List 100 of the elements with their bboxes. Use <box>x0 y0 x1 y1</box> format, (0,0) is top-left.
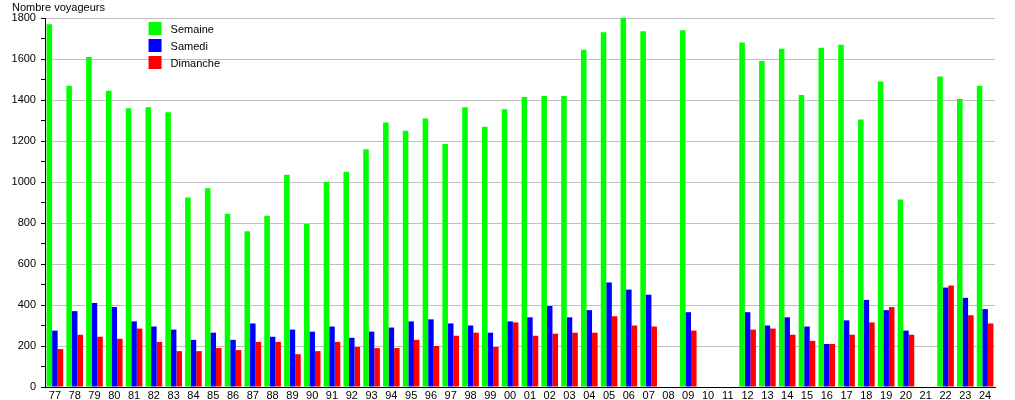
x-tick-label: 83 <box>167 388 180 400</box>
bar <box>863 299 870 387</box>
bar <box>561 95 567 387</box>
bar <box>453 335 460 387</box>
bar <box>105 90 112 387</box>
bar <box>521 96 528 387</box>
bar <box>374 348 380 387</box>
bar <box>46 24 53 387</box>
bar <box>275 341 281 387</box>
bar <box>784 317 790 387</box>
bar <box>165 112 171 387</box>
bar <box>501 109 508 387</box>
bar <box>691 330 697 387</box>
bar <box>334 341 341 387</box>
bar <box>739 42 745 387</box>
x-tick-label: 02 <box>543 388 556 400</box>
x-tick-label: 95 <box>405 388 418 400</box>
x-tick-label: 87 <box>246 388 259 400</box>
x-tick-label: 96 <box>424 388 438 400</box>
bar <box>442 144 448 387</box>
bar <box>413 339 420 387</box>
x-tick-label: 80 <box>108 388 121 400</box>
bar <box>368 331 375 387</box>
x-tick-label: 10 <box>701 388 715 400</box>
bar <box>52 330 58 387</box>
bar <box>843 320 850 387</box>
bar <box>216 348 222 387</box>
x-tick-label: 79 <box>88 388 101 400</box>
bar <box>487 332 494 387</box>
bar <box>210 332 216 387</box>
bar <box>982 309 988 387</box>
bar <box>97 336 103 387</box>
bar <box>968 315 974 387</box>
x-tick-label: 04 <box>583 388 596 400</box>
bar <box>818 47 824 387</box>
y-tick-label: 1200 <box>11 134 36 147</box>
bar <box>230 339 236 387</box>
y-tick-label: 1600 <box>11 52 36 65</box>
bar <box>809 340 816 387</box>
bar <box>770 328 776 387</box>
bar <box>196 351 202 387</box>
bar <box>111 307 118 387</box>
bar <box>507 321 513 387</box>
bar <box>402 130 409 387</box>
legend-label: Semaine <box>170 22 214 35</box>
x-tick-label: 85 <box>207 388 220 400</box>
bar <box>176 351 182 387</box>
bar <box>428 319 434 387</box>
x-tick-label: 93 <box>365 388 378 400</box>
bar <box>394 348 400 387</box>
bar <box>685 312 691 387</box>
bar <box>343 171 349 387</box>
bar <box>948 285 954 387</box>
legend-label: Samedi <box>170 39 208 52</box>
bar <box>883 310 889 387</box>
bar <box>125 108 132 387</box>
x-tick-label: 91 <box>325 388 339 400</box>
bar <box>527 317 533 387</box>
bar <box>580 49 587 387</box>
x-tick-label: 14 <box>781 388 794 400</box>
bar <box>976 85 983 387</box>
x-tick-label: 12 <box>741 388 754 400</box>
bar <box>408 321 414 387</box>
bar <box>493 347 499 387</box>
bar <box>962 297 969 387</box>
bar <box>645 294 652 387</box>
bar <box>467 325 474 387</box>
y-tick-label: 1800 <box>11 11 36 24</box>
x-tick-label: 09 <box>682 388 695 400</box>
x-tick-label: 84 <box>187 388 200 400</box>
bar <box>759 61 765 387</box>
bar <box>512 322 519 387</box>
bar <box>764 325 771 387</box>
x-tick-label: 22 <box>939 388 952 400</box>
x-tick-label: 82 <box>147 388 160 400</box>
x-tick-label: 24 <box>978 388 992 400</box>
x-tick-label: 13 <box>761 388 774 400</box>
bar <box>462 107 468 387</box>
y-tick-label: 1400 <box>11 93 36 106</box>
bar <box>600 32 607 387</box>
x-tick-label: 18 <box>860 388 873 400</box>
x-tick-label: 07 <box>642 388 655 400</box>
bar <box>552 333 558 387</box>
x-tick-label: 89 <box>286 388 299 400</box>
bar <box>269 336 276 387</box>
bar <box>349 337 355 387</box>
x-tick-label: 97 <box>444 388 457 400</box>
bar <box>957 98 963 387</box>
bar <box>532 335 539 387</box>
x-tick-label: 21 <box>919 388 932 400</box>
bar <box>151 326 157 387</box>
x-tick-label: 94 <box>385 388 398 400</box>
x-tick-label: 78 <box>68 388 81 400</box>
bar <box>937 76 943 387</box>
bar <box>903 330 909 387</box>
bar <box>679 30 686 387</box>
bar <box>908 334 915 387</box>
bar <box>640 31 646 387</box>
x-tick-label: 99 <box>484 388 497 400</box>
bar <box>572 332 578 387</box>
